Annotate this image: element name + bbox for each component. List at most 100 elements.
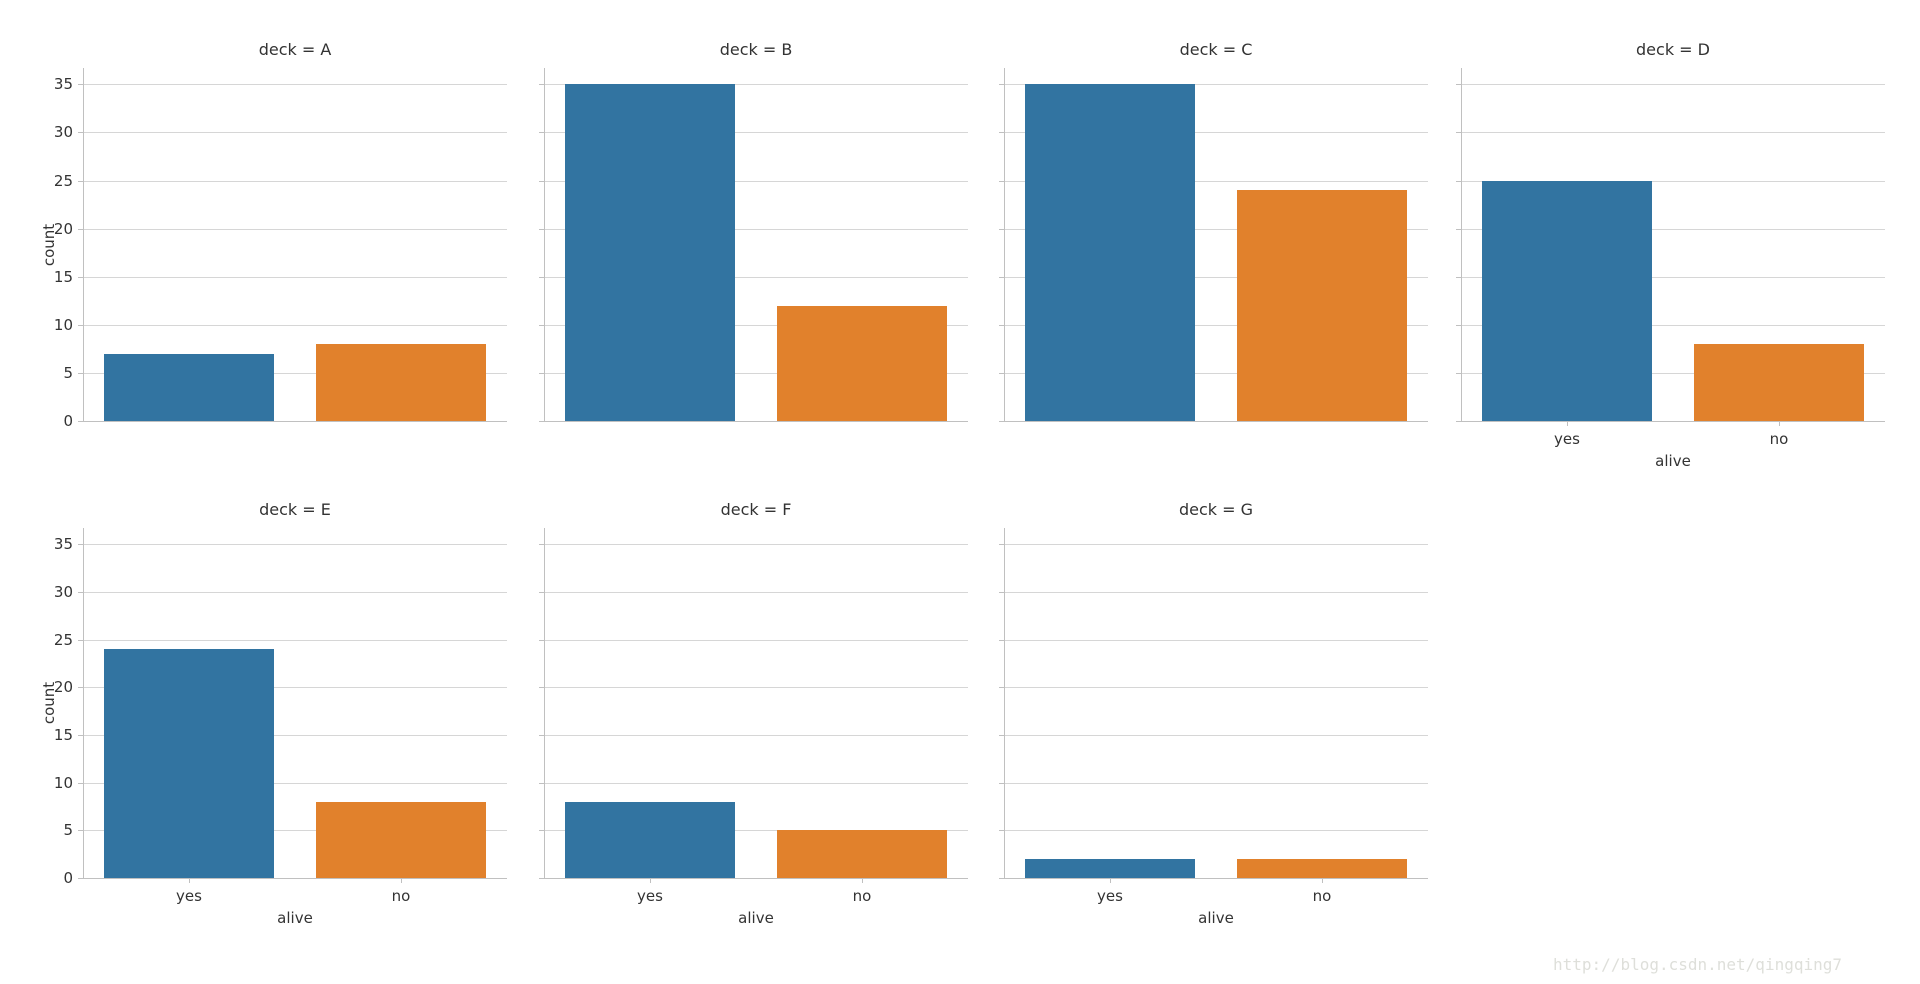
- ytick-mark: [539, 84, 544, 86]
- y-axis-spine: [544, 68, 545, 421]
- ytick-mark: [78, 324, 83, 326]
- x-axis-label: alive: [1198, 909, 1234, 927]
- ytick-mark: [539, 830, 544, 832]
- facet-title: deck = G: [1178, 500, 1254, 519]
- xtick-mark: [401, 878, 402, 883]
- xtick-label-yes: yes: [1554, 430, 1580, 448]
- x-axis-label: alive: [277, 909, 313, 927]
- ytick-mark: [1456, 372, 1461, 374]
- gridline-35: [83, 84, 507, 86]
- ytick-mark: [539, 591, 544, 593]
- x-axis-spine: [1004, 421, 1428, 422]
- gridline-5: [1004, 372, 1428, 374]
- facet-deck-e: deck = E 0 5 10 15 20 25 30 35 yes no alive count: [40, 500, 507, 927]
- xtick-label-no: no: [1312, 887, 1332, 905]
- xtick-mark: [862, 878, 863, 883]
- ytick-mark: [78, 544, 83, 546]
- ytick-mark: [78, 878, 83, 879]
- gridline-20: [1004, 228, 1428, 230]
- xtick-label-yes: yes: [176, 887, 202, 905]
- x-axis-spine: [544, 421, 968, 422]
- bar-deck-e-no: [316, 801, 486, 878]
- gridline-15: [544, 276, 968, 278]
- gridline-20: [1004, 687, 1428, 689]
- x-axis-label: alive: [1655, 452, 1691, 470]
- gridline-5: [83, 372, 507, 374]
- xtick-label-no: no: [852, 887, 872, 905]
- gridline-35: [544, 84, 968, 86]
- facet-title: deck = D: [1636, 40, 1710, 59]
- bar-deck-f-no: [777, 830, 947, 878]
- ytick-label-20: 20: [53, 219, 73, 238]
- y-axis-spine: [1004, 528, 1005, 878]
- gridline-15: [1461, 276, 1885, 278]
- bar-deck-d-yes: [1482, 180, 1652, 421]
- ytick-mark: [78, 687, 83, 689]
- facet-deck-a: deck = A 0 5 10 15 20 25 30 35 count: [40, 40, 507, 430]
- gridline-15: [1004, 734, 1428, 736]
- gridline-20: [83, 228, 507, 230]
- ytick-mark: [78, 84, 83, 86]
- facet-title: deck = E: [259, 500, 331, 519]
- y-axis-spine: [544, 528, 545, 878]
- ytick-mark: [539, 687, 544, 689]
- gridline-20: [544, 687, 968, 689]
- ytick-mark: [1456, 421, 1461, 422]
- xtick-label-no: no: [391, 887, 411, 905]
- gridline-35: [83, 544, 507, 546]
- ytick-label-35: 35: [53, 535, 73, 554]
- ytick-mark: [1456, 180, 1461, 182]
- xtick-mark: [650, 878, 651, 883]
- gridline-25: [1461, 180, 1885, 182]
- ytick-mark: [539, 421, 544, 422]
- ytick-mark: [539, 372, 544, 374]
- bar-deck-d-no: [1694, 344, 1864, 421]
- ytick-label-15: 15: [53, 725, 73, 744]
- xtick-mark: [1779, 421, 1780, 426]
- ytick-mark: [78, 591, 83, 593]
- ytick-label-10: 10: [53, 773, 73, 792]
- gridline-20: [1461, 228, 1885, 230]
- gridline-30: [1004, 591, 1428, 593]
- bar-deck-a-yes: [104, 353, 274, 421]
- gridline-10: [83, 782, 507, 784]
- bar-deck-c-yes: [1025, 84, 1195, 421]
- ytick-mark: [1456, 132, 1461, 134]
- ytick-mark: [539, 544, 544, 546]
- gridline-10: [544, 782, 968, 784]
- facet-title: deck = C: [1179, 40, 1253, 59]
- ytick-mark: [999, 878, 1004, 879]
- ytick-label-10: 10: [53, 315, 73, 334]
- gridline-30: [1461, 132, 1885, 134]
- gridline-35: [544, 544, 968, 546]
- gridline-15: [83, 734, 507, 736]
- ytick-mark: [1456, 84, 1461, 86]
- gridline-35: [1461, 84, 1885, 86]
- ytick-label-35: 35: [53, 75, 73, 94]
- gridline-10: [83, 324, 507, 326]
- ytick-mark: [1456, 228, 1461, 230]
- ytick-mark: [999, 228, 1004, 230]
- bar-deck-b-yes: [565, 84, 735, 421]
- ytick-mark: [999, 324, 1004, 326]
- ytick-mark: [1456, 276, 1461, 278]
- ytick-mark: [78, 132, 83, 134]
- gridline-20: [83, 687, 507, 689]
- ytick-mark: [999, 372, 1004, 374]
- x-axis-spine: [83, 421, 507, 422]
- ytick-mark: [539, 276, 544, 278]
- ytick-label-20: 20: [53, 678, 73, 697]
- bar-deck-e-yes: [104, 649, 274, 878]
- ytick-mark: [999, 734, 1004, 736]
- ytick-mark: [999, 421, 1004, 422]
- xtick-mark: [1110, 878, 1111, 883]
- gridline-5: [544, 372, 968, 374]
- facet-deck-c: deck = C: [999, 40, 1428, 422]
- ytick-mark: [539, 228, 544, 230]
- ytick-mark: [539, 639, 544, 641]
- gridline-5: [544, 830, 968, 832]
- bar-deck-g-yes: [1025, 858, 1195, 878]
- ytick-label-0: 0: [63, 869, 73, 887]
- x-axis-spine: [544, 878, 968, 879]
- ytick-mark: [78, 421, 83, 422]
